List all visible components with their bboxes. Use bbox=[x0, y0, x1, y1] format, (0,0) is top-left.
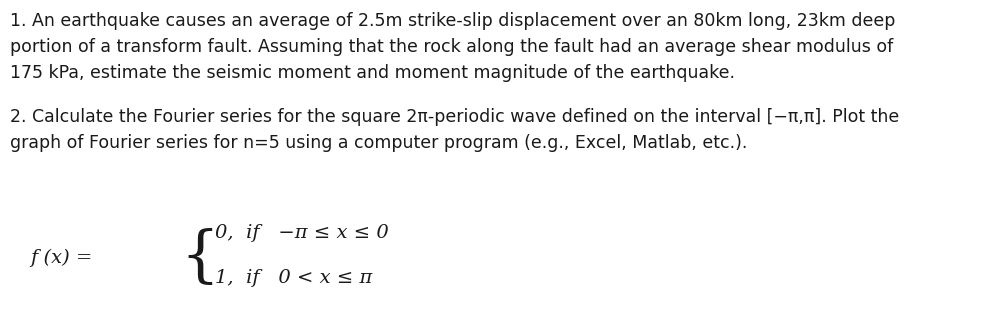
Text: 0,  if   −π ≤ x ≤ 0: 0, if −π ≤ x ≤ 0 bbox=[215, 224, 388, 242]
Text: {: { bbox=[180, 228, 219, 288]
Text: 1. An earthquake causes an average of 2.5m strike-slip displacement over an 80km: 1. An earthquake causes an average of 2.… bbox=[10, 12, 896, 30]
Text: 2. Calculate the Fourier series for the square 2π-periodic wave defined on the i: 2. Calculate the Fourier series for the … bbox=[10, 108, 899, 126]
Text: 175 kPa, estimate the seismic moment and moment magnitude of the earthquake.: 175 kPa, estimate the seismic moment and… bbox=[10, 64, 735, 82]
Text: graph of Fourier series for n=5 using a computer program (e.g., Excel, Matlab, e: graph of Fourier series for n=5 using a … bbox=[10, 134, 747, 152]
Text: portion of a transform fault. Assuming that the rock along the fault had an aver: portion of a transform fault. Assuming t… bbox=[10, 38, 894, 56]
Text: f (x) =: f (x) = bbox=[30, 249, 92, 267]
Text: 1,  if   0 < x ≤ π: 1, if 0 < x ≤ π bbox=[215, 269, 373, 287]
